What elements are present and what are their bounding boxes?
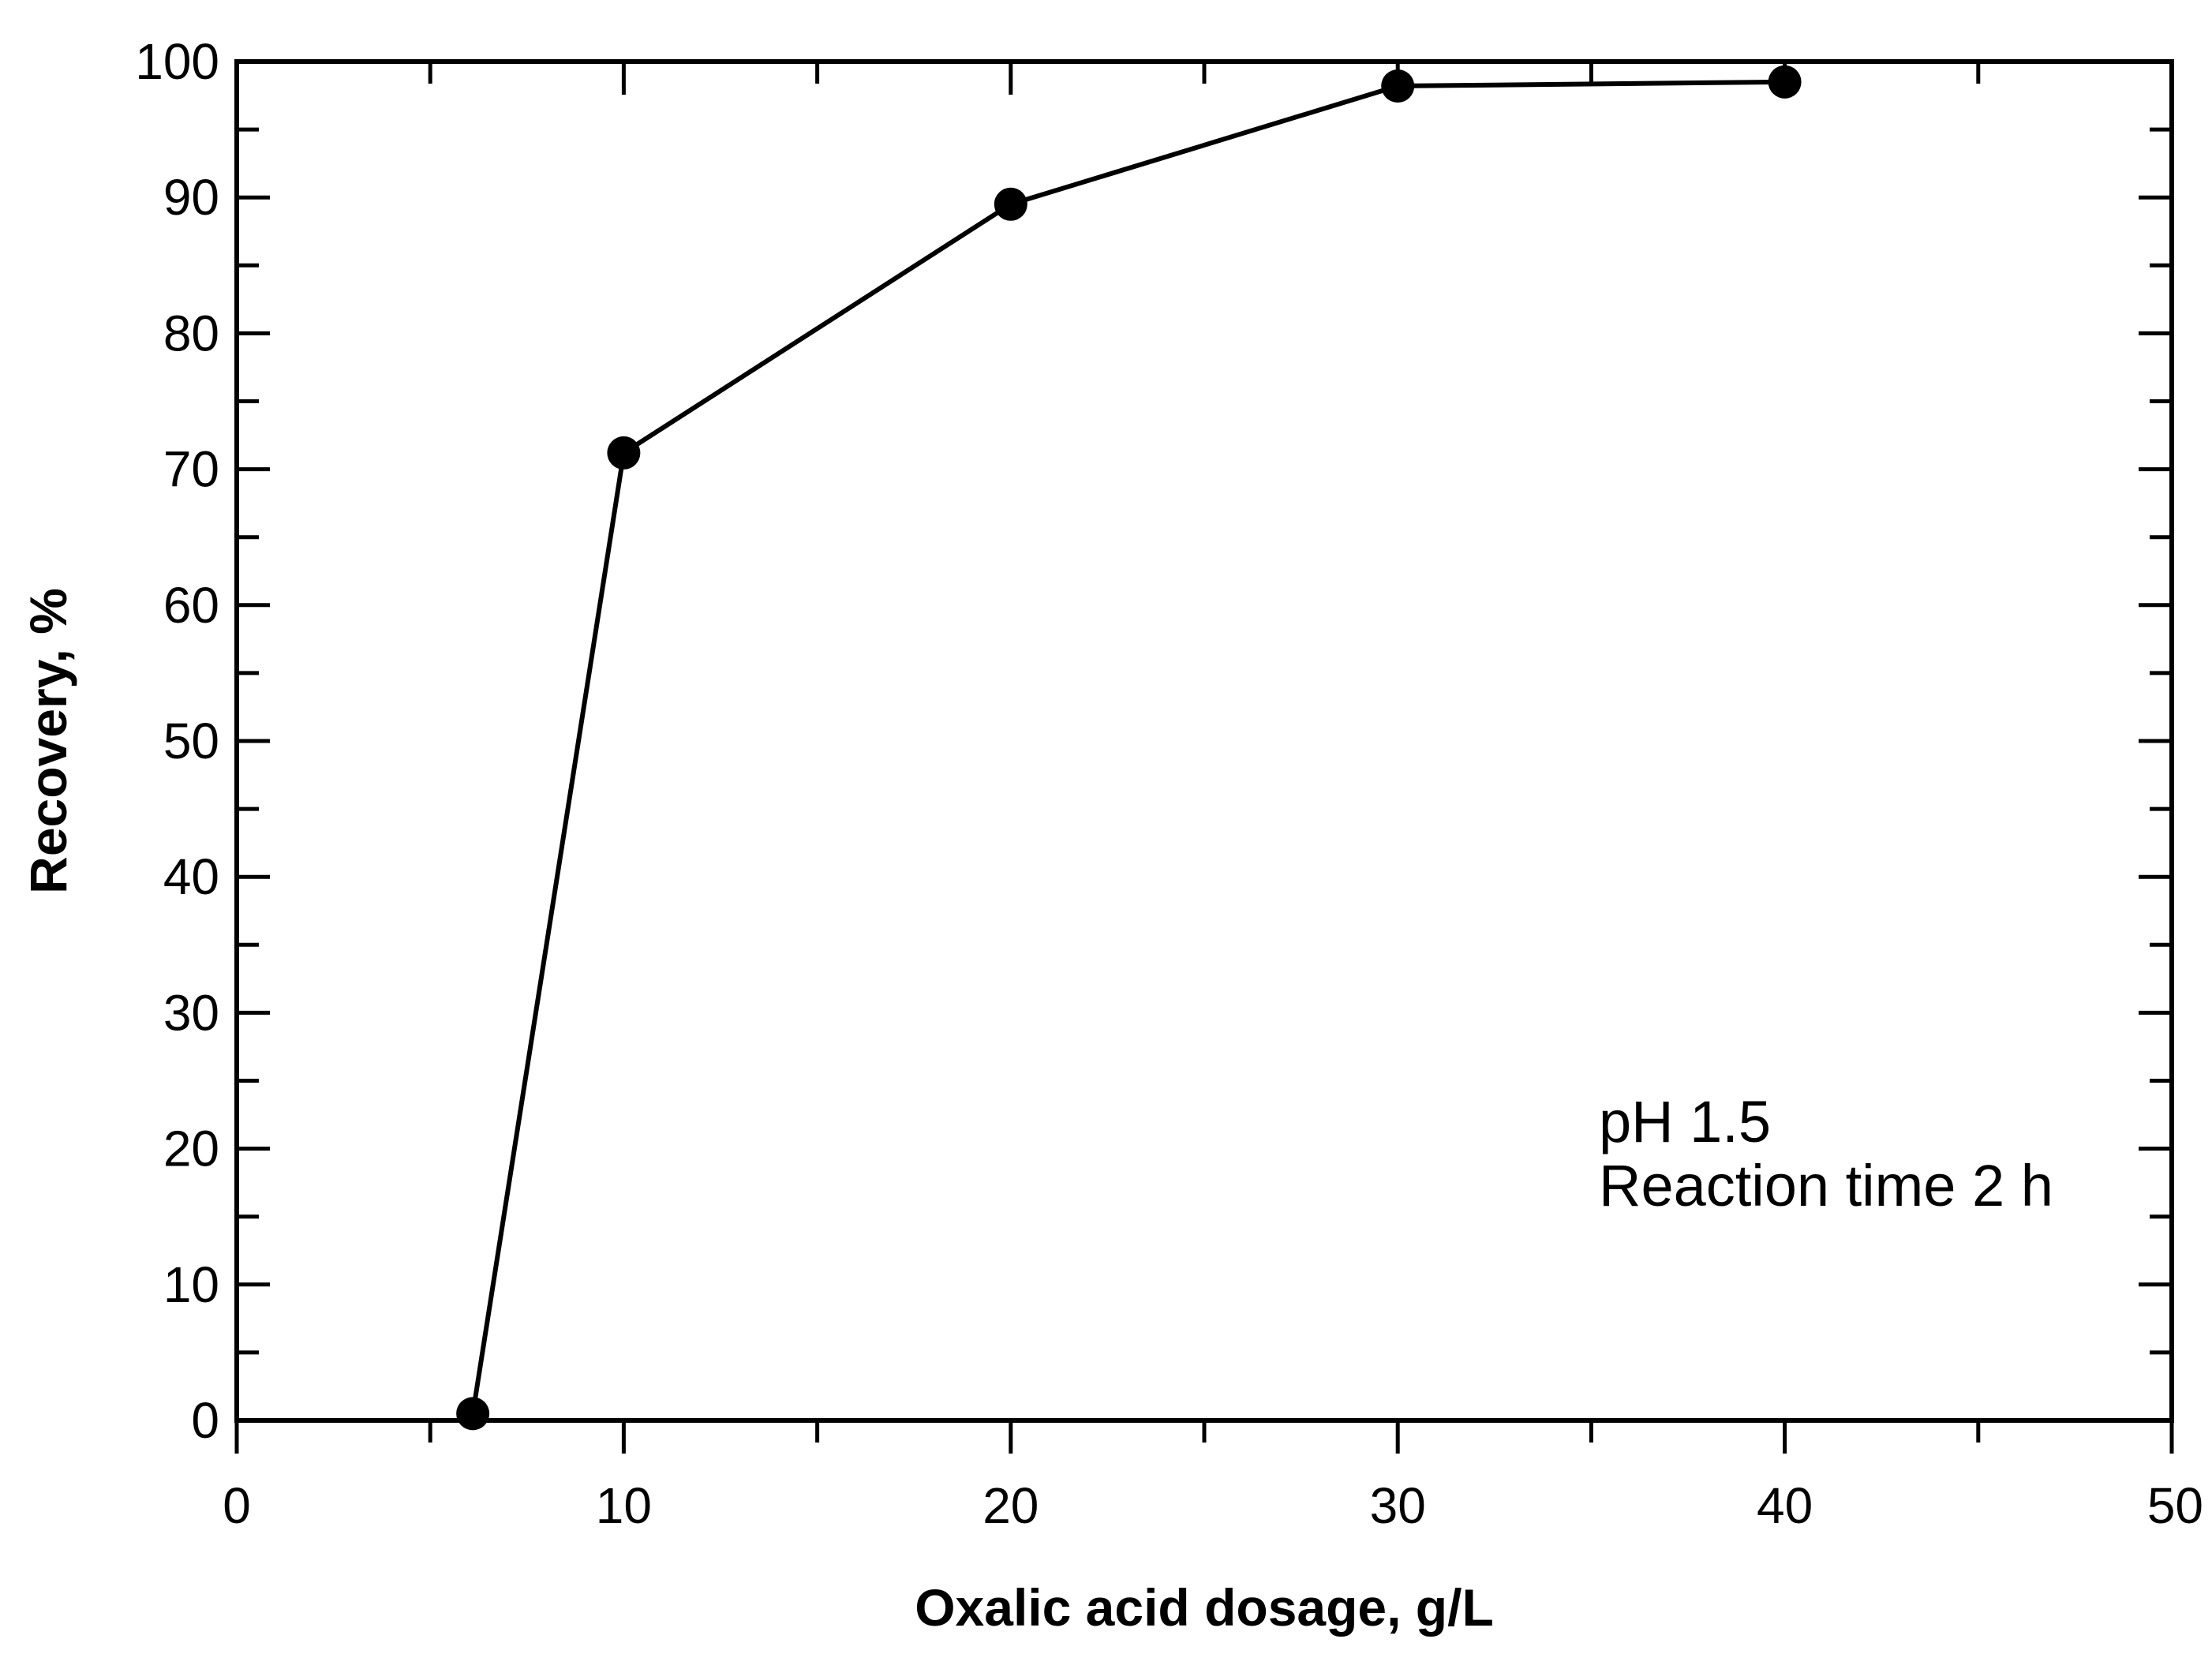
y-tick-label-40: 40: [163, 848, 219, 905]
x-tick-label-10: 10: [596, 1477, 652, 1534]
y-tick-label-90: 90: [163, 169, 219, 226]
y-tick-label-20: 20: [163, 1121, 219, 1177]
y-tick-label-30: 30: [163, 984, 219, 1041]
y-tick-label-50: 50: [163, 713, 219, 769]
x-tick-label-40: 40: [1757, 1477, 1813, 1534]
x-tick-label-50: 50: [2147, 1477, 2203, 1534]
x-axis-title: Oxalic acid dosage, g/L: [915, 1578, 1494, 1637]
data-point-4: [1768, 65, 1802, 99]
axis-ticks: [234, 59, 2174, 1454]
annotation-ph: pH 1.5: [1599, 1089, 1771, 1154]
y-tick-label-60: 60: [163, 577, 219, 634]
series-layer: [456, 65, 1802, 1431]
y-tick-label-80: 80: [163, 305, 219, 361]
data-point-3: [1381, 69, 1415, 103]
series-line-0: [470, 79, 1785, 1414]
y-axis-title: Recovery, %: [19, 588, 77, 894]
y-tick-label-10: 10: [163, 1256, 219, 1313]
x-tick-label-30: 30: [1370, 1477, 1426, 1534]
y-tick-label-70: 70: [163, 441, 219, 498]
axis-tick-labels: 0 10 20 30 40 50 60 70 80 90 100 0 10 20 30 40 50: [135, 33, 2203, 1534]
y-tick-label-0: 0: [191, 1392, 219, 1449]
annotation-reaction-time: Reaction time 2 h: [1599, 1153, 2053, 1218]
data-point-1: [607, 436, 641, 470]
x-tick-label-20: 20: [982, 1477, 1039, 1534]
data-point-2: [994, 187, 1027, 221]
data-point-0: [456, 1397, 490, 1431]
y-tick-label-100: 100: [135, 33, 219, 90]
x-tick-label-0: 0: [223, 1477, 251, 1534]
